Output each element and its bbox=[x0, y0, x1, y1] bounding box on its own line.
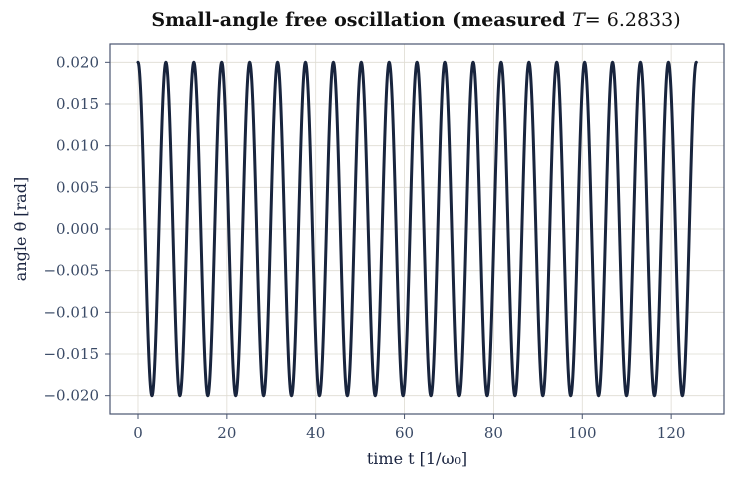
axis-ticks bbox=[105, 61, 672, 419]
y-tick-labels: 0.020 0.015 0.010 0.005 0.000 −0.005 −0.010 −0.… bbox=[43, 53, 99, 404]
series-line-theta bbox=[136, 60, 698, 398]
y-axis-label: angle θ [rad] bbox=[11, 177, 30, 281]
x-tick-label: 100 bbox=[568, 424, 597, 442]
chart-title: Small-angle free oscillation (measured T… bbox=[151, 9, 680, 31]
plot-frame bbox=[109, 43, 725, 415]
y-tick-label: 0.010 bbox=[56, 137, 99, 155]
x-tick-label: 60 bbox=[395, 424, 414, 442]
y-tick-label: −0.010 bbox=[43, 303, 99, 321]
y-tick-label: 0.005 bbox=[56, 178, 99, 196]
y-tick-label: −0.020 bbox=[43, 387, 99, 405]
x-axis-label: time t [1/ω₀] bbox=[367, 449, 467, 468]
x-tick-label: 120 bbox=[657, 424, 686, 442]
y-tick-label: 0.000 bbox=[56, 220, 99, 238]
x-tick-label: 0 bbox=[133, 424, 143, 442]
y-tick-label: 0.015 bbox=[56, 95, 99, 113]
y-tick-label: −0.005 bbox=[43, 262, 99, 280]
x-tick-label: 80 bbox=[484, 424, 503, 442]
y-tick-label: 0.020 bbox=[56, 53, 99, 71]
x-tick-labels: 0 20 40 60 80 100 120 bbox=[133, 424, 685, 442]
x-tick-label: 20 bbox=[217, 424, 236, 442]
x-tick-label: 40 bbox=[306, 424, 325, 442]
y-tick-label: −0.015 bbox=[43, 345, 99, 363]
